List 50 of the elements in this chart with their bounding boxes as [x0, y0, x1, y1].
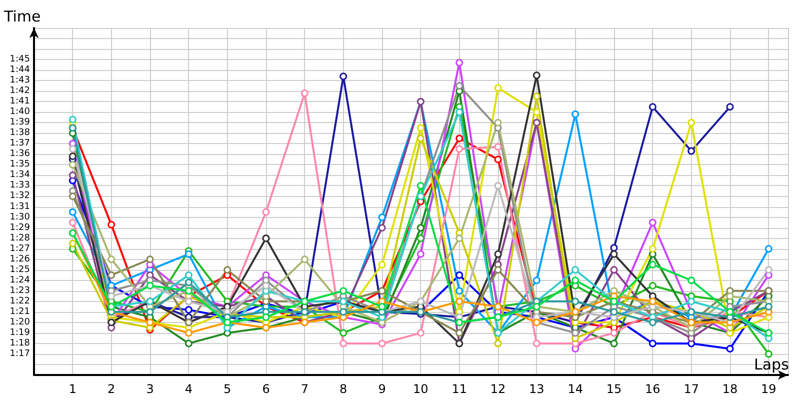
x-tick-label: 1: [68, 382, 76, 396]
y-tick-label: 1:22: [10, 296, 30, 306]
y-tick-label: 1:23: [10, 286, 30, 296]
y-tick-label: 1:35: [10, 160, 30, 170]
y-tick-label: 1:42: [10, 86, 30, 96]
x-tick-label: 9: [378, 382, 386, 396]
y-tick-label: 1:32: [10, 191, 30, 202]
x-tick-label: 7: [300, 382, 308, 396]
x-tick-label: 12: [490, 382, 506, 396]
x-tick-label: 19: [761, 382, 776, 396]
x-tick-label: 15: [606, 382, 622, 396]
y-tick-label: 1:21: [10, 306, 30, 317]
y-tick-label: 1:20: [10, 317, 30, 328]
y-tick-label: 1:28: [10, 233, 30, 244]
x-tick-label: 2: [108, 382, 116, 396]
x-tick-label: 16: [645, 382, 660, 396]
x-tick-label: 13: [529, 382, 544, 396]
x-tick-label: 4: [184, 382, 192, 396]
x-tick-label: 11: [452, 382, 467, 396]
y-tick-label: 1:17: [10, 348, 30, 359]
y-tick-label: 1:31: [10, 202, 30, 212]
y-tick-label: 1:27: [10, 244, 30, 254]
y-tick-label: 1:40: [10, 107, 30, 118]
y-tick-label: 1:39: [10, 118, 30, 128]
y-tick-label: 1:24: [10, 275, 30, 286]
x-tick-label: 10: [413, 382, 428, 396]
y-tick-label: 1:26: [10, 254, 30, 264]
y-tick-label: 1:45: [10, 54, 30, 65]
x-tick-label: 18: [722, 382, 738, 396]
y-tick-label: 1:30: [10, 212, 30, 222]
x-axis-title: Laps: [754, 356, 790, 374]
y-tick-label: 1:33: [10, 180, 30, 191]
y-tick-label: 1:25: [10, 264, 30, 275]
x-tick-label: 8: [340, 382, 348, 396]
x-tick-label: 5: [224, 382, 232, 396]
y-tick-label: 1:43: [10, 76, 30, 86]
y-tick-label: 1:18: [10, 338, 30, 348]
y-tick-label: 1:37: [10, 138, 30, 149]
y-tick-label: 1:36: [10, 149, 30, 160]
x-tick-label: 3: [146, 382, 154, 396]
y-tick-label: 1:44: [10, 65, 30, 76]
y-tick-label: 1:19: [10, 328, 30, 338]
y-tick-label: 1:38: [10, 128, 30, 138]
x-tick-label: 6: [262, 382, 270, 396]
y-tick-label: 1:34: [10, 170, 30, 180]
x-tick-label: 17: [684, 382, 699, 396]
y-tick-label: 1:29: [10, 222, 30, 233]
y-tick-label: 1:41: [10, 96, 30, 107]
x-tick-label: 14: [568, 382, 583, 396]
y-axis-title: Time: [3, 8, 41, 26]
